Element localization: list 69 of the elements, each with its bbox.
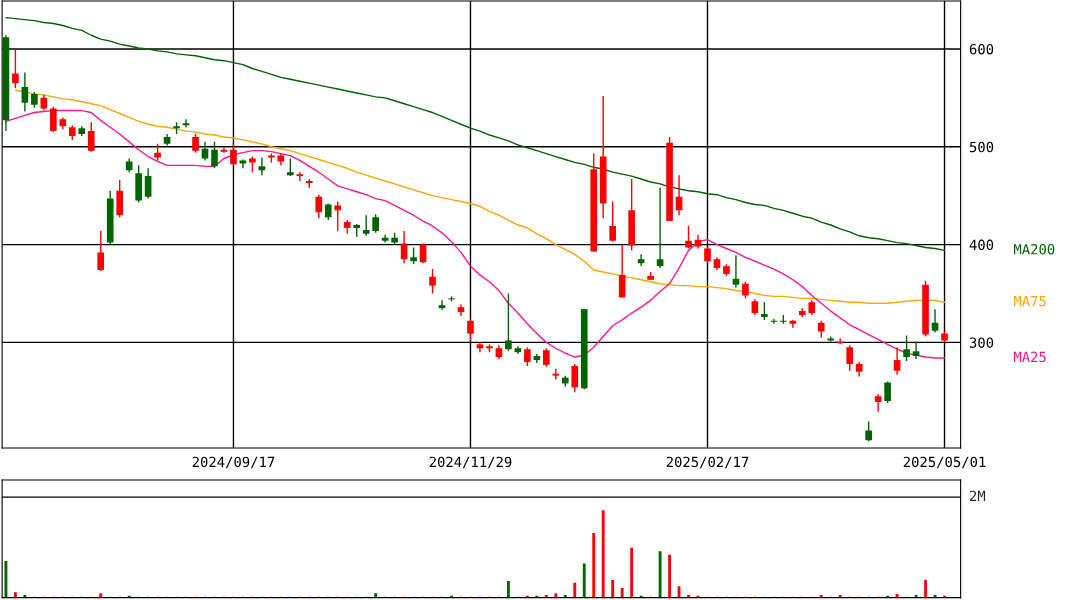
x-tick-label: 2024/09/17 (192, 456, 275, 469)
candlestick (192, 133, 199, 154)
candlestick (230, 143, 237, 167)
bar (924, 580, 927, 598)
bar (668, 554, 671, 598)
text: MA200 (1013, 244, 1055, 255)
candlestick (874, 393, 882, 413)
bar (582, 563, 586, 598)
bar (573, 582, 577, 598)
candlestick (315, 193, 323, 219)
candlestick (362, 214, 370, 237)
candlestick (732, 254, 740, 289)
candlestick (87, 121, 95, 153)
candlestick (609, 200, 617, 243)
candlestick (770, 318, 778, 325)
x-tick-label: 2025/05/01 (903, 456, 986, 469)
bar (601, 510, 605, 598)
candlestick (789, 319, 797, 329)
candlestick (12, 49, 19, 89)
candlestick (505, 292, 512, 352)
bar (611, 580, 615, 598)
y-tick-label: 400 (969, 239, 994, 251)
text: MA25 (1013, 351, 1046, 363)
candlestick (438, 299, 446, 311)
bar (620, 587, 624, 598)
y-tick-label: 500 (969, 141, 994, 153)
candlestick (931, 308, 939, 334)
candlestick (97, 230, 105, 272)
bar (895, 594, 899, 598)
bar (658, 551, 662, 598)
ref-line-label: 2M (969, 490, 986, 501)
candlestick (637, 253, 645, 267)
line-series (14, 89, 946, 304)
bar (99, 593, 103, 598)
candlestick (656, 187, 664, 269)
candlestick (865, 420, 872, 442)
text: MA75 (1013, 296, 1046, 307)
candlestick (182, 118, 190, 128)
candlestick (372, 213, 379, 234)
y-tick-label: 300 (969, 337, 994, 348)
bar (630, 547, 634, 598)
candlestick (239, 158, 247, 169)
bar (506, 580, 510, 598)
candlestick (524, 346, 531, 367)
x-tick-label: 2024/11/29 (429, 456, 512, 469)
line-series (5, 109, 946, 359)
candlestick (258, 156, 266, 176)
y-tick-label: 600 (969, 43, 994, 55)
line-series (5, 16, 946, 252)
candlestick (211, 141, 218, 169)
candlestick (543, 347, 550, 368)
bar (374, 593, 378, 598)
candlestick (296, 171, 304, 182)
bar (592, 532, 596, 598)
candlestick (21, 71, 29, 113)
bar (13, 592, 17, 598)
x-tick-label: 2025/02/17 (666, 456, 749, 469)
candlestick (912, 340, 920, 360)
candlestick (50, 105, 57, 133)
candlestick (903, 334, 910, 362)
candlestick (144, 167, 152, 200)
candlestick (846, 344, 854, 372)
candlestick (381, 234, 389, 244)
candlestick (467, 318, 474, 342)
candlestick (571, 363, 579, 393)
candlestick (429, 268, 436, 295)
candlestick (334, 200, 342, 232)
bar (554, 593, 558, 598)
candlestick (893, 346, 901, 376)
